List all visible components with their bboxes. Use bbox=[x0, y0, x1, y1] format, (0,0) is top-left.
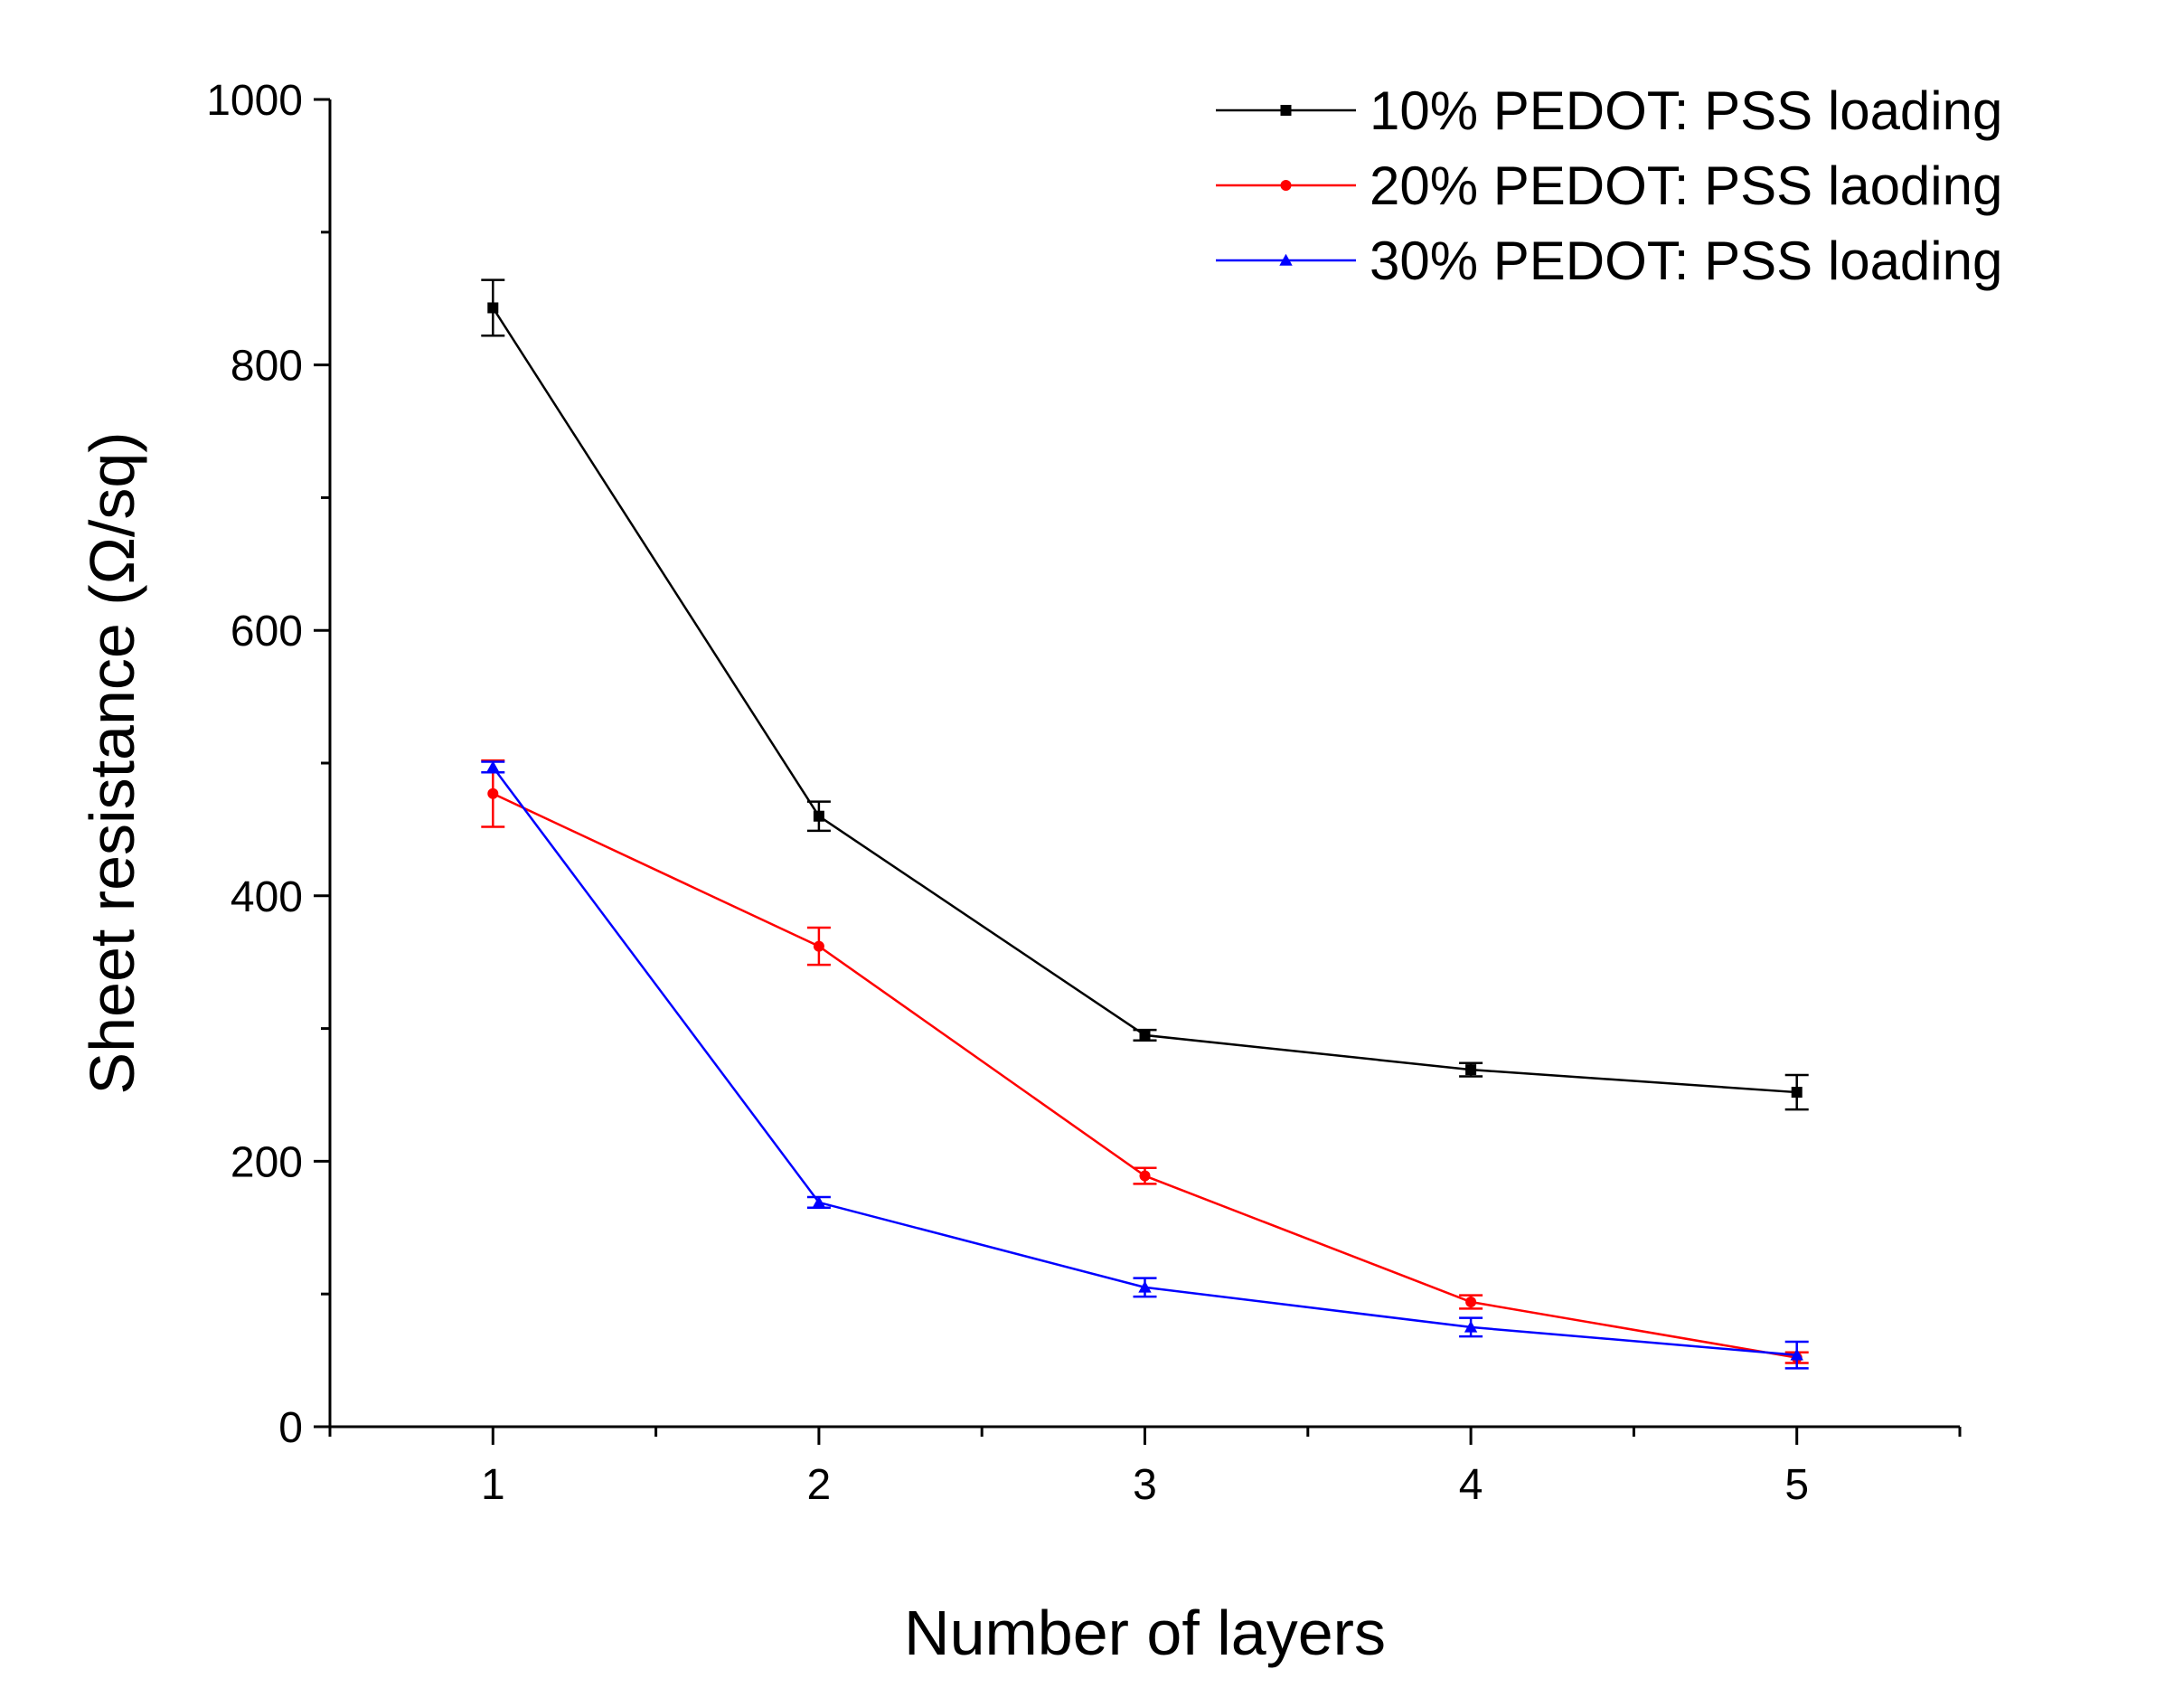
data-point bbox=[1791, 1087, 1803, 1099]
legend-label: 20% PEDOT: PSS laoding bbox=[1370, 156, 2002, 216]
data-point bbox=[812, 1195, 826, 1208]
series bbox=[481, 278, 1809, 1370]
y-axis-title: Sheet resistance (Ω/sq) bbox=[77, 431, 147, 1094]
series-3 bbox=[481, 760, 1809, 1370]
x-axis-title: Number of layers bbox=[904, 1598, 1386, 1668]
data-point bbox=[1465, 1064, 1477, 1076]
axes: 0 200 400 600 800 1000 1 2 3 4 5 bbox=[206, 77, 1962, 1509]
legend-marker bbox=[1280, 180, 1292, 191]
x-tick-label: 5 bbox=[1784, 1461, 1809, 1509]
data-point bbox=[487, 302, 499, 314]
data-point bbox=[1138, 1280, 1152, 1293]
legend-marker bbox=[1280, 105, 1292, 116]
y-tick-label: 800 bbox=[231, 343, 303, 391]
data-point bbox=[1790, 1348, 1803, 1361]
y-tick-label: 1000 bbox=[206, 77, 303, 125]
y-tick-label: 600 bbox=[231, 608, 303, 655]
x-tick-label: 3 bbox=[1133, 1461, 1157, 1509]
y-tick-label: 0 bbox=[278, 1404, 303, 1452]
legend: 10% PEDOT: PSS loading 20% PEDOT: PSS lao… bbox=[1216, 80, 2002, 291]
data-point bbox=[486, 760, 500, 773]
data-point bbox=[813, 810, 824, 822]
x-tick-label: 4 bbox=[1459, 1461, 1483, 1509]
legend-label: 10% PEDOT: PSS loading bbox=[1370, 80, 2002, 141]
legend-label: 30% PEDOT: PSS loading bbox=[1370, 231, 2002, 291]
y-tick-label: 200 bbox=[231, 1138, 303, 1186]
data-point bbox=[1465, 1297, 1477, 1308]
x-tick-label: 1 bbox=[481, 1461, 505, 1509]
series-2 bbox=[481, 759, 1809, 1364]
data-point bbox=[487, 787, 499, 799]
data-point bbox=[813, 940, 824, 952]
data-point bbox=[1139, 1170, 1151, 1182]
series-1 bbox=[481, 278, 1809, 1111]
x-tick-label: 2 bbox=[807, 1461, 832, 1509]
y-tick-label: 400 bbox=[231, 873, 303, 921]
legend-marker bbox=[1279, 253, 1293, 266]
data-point bbox=[1139, 1029, 1151, 1041]
data-point bbox=[1464, 1320, 1478, 1333]
